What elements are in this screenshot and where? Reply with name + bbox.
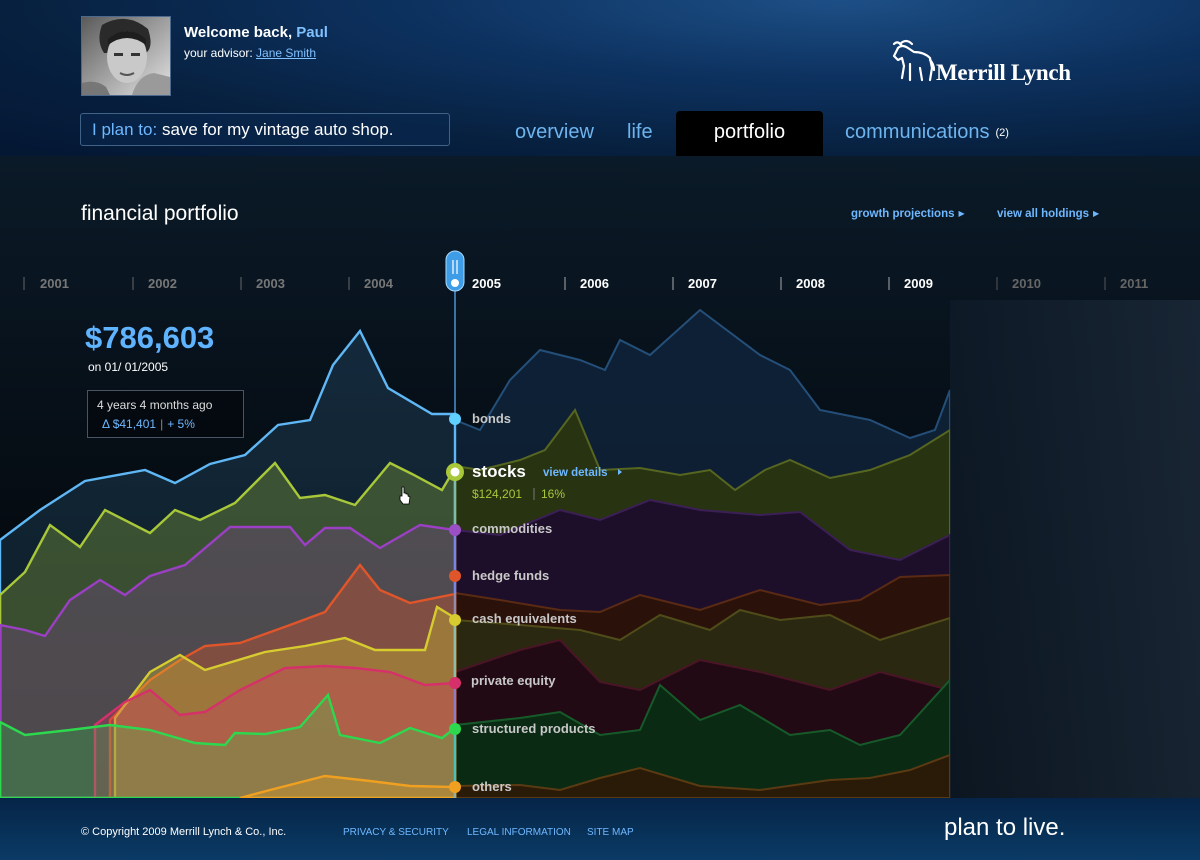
advisor-label: your advisor: bbox=[184, 46, 257, 60]
year-label-2002[interactable]: 2002 bbox=[148, 276, 177, 291]
view-all-holdings-link[interactable]: view all holdings ▶ bbox=[997, 208, 1099, 220]
change-values: Δ $41,401 | + 5% bbox=[102, 417, 195, 431]
footer: © Copyright 2009 Merrill Lynch & Co., In… bbox=[0, 798, 1200, 860]
tab-overview[interactable]: overview bbox=[515, 111, 594, 156]
change-summary-box: 4 years 4 months ago Δ $41,401 | + 5% bbox=[87, 390, 244, 438]
year-axis: 2001 2002 2003 2004 2005 2006 2007 2008 … bbox=[23, 276, 1148, 291]
others-marker[interactable] bbox=[449, 781, 461, 793]
copyright: © Copyright 2009 Merrill Lynch & Co., In… bbox=[81, 826, 287, 838]
bull-icon bbox=[892, 39, 936, 82]
user-name: Paul bbox=[296, 24, 328, 41]
plan-label: I plan to: bbox=[92, 120, 162, 139]
year-label-2001[interactable]: 2001 bbox=[40, 276, 69, 291]
tagline: plan to live. bbox=[944, 814, 1066, 841]
merrill-lynch-logo[interactable]: Merrill Lynch bbox=[890, 38, 1110, 86]
past-areas bbox=[0, 328, 457, 798]
user-photo bbox=[82, 17, 170, 95]
stocks-marker-center bbox=[450, 467, 460, 477]
advisor-link[interactable]: Jane Smith bbox=[256, 46, 317, 60]
private-equity-label[interactable]: private equity bbox=[471, 673, 556, 688]
tab-portfolio[interactable]: portfolio bbox=[676, 111, 823, 156]
advisor-line: your advisor: Jane Smith bbox=[184, 46, 316, 60]
growth-projections-label: growth projections bbox=[851, 208, 955, 220]
change-amount: Δ $41,401 bbox=[102, 417, 157, 431]
structured-products-label[interactable]: structured products bbox=[472, 721, 596, 736]
view-all-holdings-label: view all holdings bbox=[997, 208, 1090, 220]
year-label-2008[interactable]: 2008 bbox=[796, 276, 825, 291]
change-period: 4 years 4 months ago bbox=[97, 398, 213, 412]
cash-equivalents-marker[interactable] bbox=[449, 614, 461, 626]
header: Welcome back, Paul your advisor: Jane Sm… bbox=[0, 0, 1200, 157]
change-divider: | bbox=[160, 417, 164, 431]
year-label-2011[interactable]: 2011 bbox=[1120, 276, 1148, 291]
growth-projections-link[interactable]: growth projections ▶ bbox=[851, 208, 965, 220]
year-label-2003[interactable]: 2003 bbox=[256, 276, 285, 291]
tab-life-label: life bbox=[627, 121, 653, 143]
portfolio-total-value: $786,603 bbox=[85, 320, 215, 355]
view-details-arrow-icon bbox=[618, 469, 622, 475]
tab-communications[interactable]: communications (2) bbox=[845, 111, 1009, 156]
hedge-funds-marker[interactable] bbox=[449, 570, 461, 582]
welcome-message: Welcome back, Paul bbox=[184, 24, 328, 41]
commodities-marker[interactable] bbox=[449, 524, 461, 536]
others-label[interactable]: others bbox=[472, 779, 512, 794]
year-label-2004[interactable]: 2004 bbox=[364, 276, 394, 291]
site-map-link[interactable]: SITE MAP bbox=[587, 827, 634, 838]
tab-portfolio-label: portfolio bbox=[713, 121, 786, 143]
series-labels: bonds stocks view details $124,201 16% c… bbox=[471, 411, 622, 794]
tab-overview-label: overview bbox=[515, 121, 594, 143]
plan-statement[interactable]: I plan to: save for my vintage auto shop… bbox=[80, 113, 450, 146]
year-label-2007[interactable]: 2007 bbox=[688, 276, 717, 291]
timeline-slider-handle[interactable] bbox=[445, 250, 465, 292]
stocks-view-details-link[interactable]: view details bbox=[543, 467, 608, 479]
plan-value: save for my vintage auto shop. bbox=[161, 120, 394, 139]
private-equity-marker[interactable] bbox=[449, 677, 461, 689]
year-label-2010[interactable]: 2010 bbox=[1012, 276, 1041, 291]
bonds-label[interactable]: bonds bbox=[472, 411, 511, 426]
stocks-pct: 16% bbox=[541, 487, 565, 501]
commodities-label[interactable]: commodities bbox=[472, 521, 552, 536]
structured-products-marker[interactable] bbox=[449, 723, 461, 735]
communications-count-badge: (2) bbox=[995, 127, 1009, 139]
stocks-label[interactable]: stocks bbox=[472, 462, 526, 481]
bonds-marker[interactable] bbox=[449, 413, 461, 425]
tab-life[interactable]: life bbox=[627, 111, 653, 156]
value-date: on 01/ 01/2005 bbox=[88, 360, 169, 374]
year-label-2005[interactable]: 2005 bbox=[472, 276, 501, 291]
series-markers bbox=[446, 413, 464, 793]
change-percent: + 5% bbox=[167, 417, 195, 431]
stocks-value: $124,201 bbox=[472, 487, 522, 501]
hedge-funds-label[interactable]: hedge funds bbox=[472, 568, 549, 583]
portfolio-panel: 2001 2002 2003 2004 2005 2006 2007 2008 … bbox=[0, 156, 1200, 798]
portfolio-timeline-chart[interactable]: 2001 2002 2003 2004 2005 2006 2007 2008 … bbox=[0, 156, 1200, 798]
future-projection-shade bbox=[950, 300, 1200, 798]
year-label-2009[interactable]: 2009 bbox=[904, 276, 933, 291]
logo-text: Merrill Lynch bbox=[936, 60, 1071, 85]
chevron-right-icon: ▶ bbox=[958, 209, 965, 218]
cash-equivalents-label[interactable]: cash equivalents bbox=[472, 611, 577, 626]
chevron-right-icon: ▶ bbox=[1093, 209, 1100, 218]
avatar[interactable] bbox=[81, 16, 171, 96]
hand-cursor-icon bbox=[399, 486, 411, 505]
welcome-prefix: Welcome back, bbox=[184, 24, 297, 41]
privacy-security-link[interactable]: PRIVACY & SECURITY bbox=[343, 827, 449, 838]
year-label-2006[interactable]: 2006 bbox=[580, 276, 609, 291]
page-title: financial portfolio bbox=[81, 202, 239, 225]
tab-communications-label: communications bbox=[845, 121, 990, 143]
legal-information-link[interactable]: LEGAL INFORMATION bbox=[467, 827, 571, 838]
future-areas bbox=[454, 308, 951, 798]
